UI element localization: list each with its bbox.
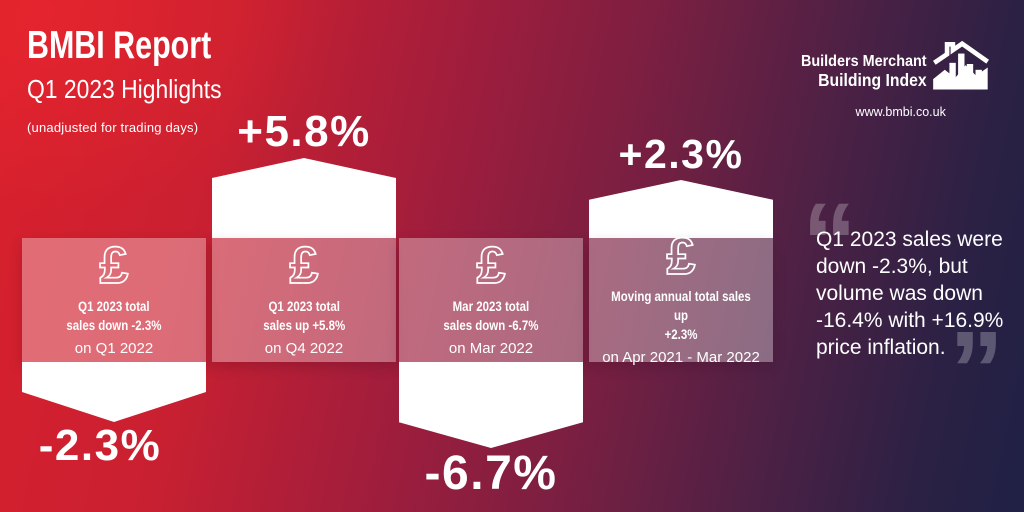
pound-icon: £ <box>289 237 320 296</box>
house-barchart-icon <box>933 40 990 90</box>
stat-description: Moving annual total sales up +2.3% <box>611 288 751 343</box>
logo-text: Builders Merchant Building Index <box>801 53 927 92</box>
up-arrow-icon <box>212 158 396 238</box>
pound-icon: £ <box>99 237 130 296</box>
header: BMBI Report Q1 2023 Highlights (unadjust… <box>27 24 263 136</box>
stat-description: Q1 2023 total sales down -2.3% <box>66 298 162 333</box>
quote-block: “ Q1 2023 sales were down -2.3%, but vol… <box>794 188 1020 426</box>
stat-moving-annual-total: +2.3% £ Moving annual total sales up +2.… <box>589 0 773 512</box>
stat-panel: £ Moving annual total sales up +2.3% on … <box>589 230 773 366</box>
stat-comparison: on Q1 2022 <box>74 339 154 357</box>
logo-row: Builders Merchant Building Index <box>787 36 990 92</box>
bmbi-logo: Builders Merchant Building Index www.bmb… <box>787 36 990 119</box>
stat-percent: -2.3% <box>38 421 162 470</box>
stat-description: Mar 2023 total sales down -6.7% <box>443 298 539 333</box>
page-subtitle: Q1 2023 Highlights <box>27 73 222 104</box>
stat-comparison: on Mar 2022 <box>448 339 534 357</box>
website-url[interactable]: www.bmbi.co.uk <box>855 105 946 119</box>
stat-q1-2023-vs-q1-2022: £ Q1 2023 total sales down -2.3% on Q1 2… <box>22 0 206 512</box>
stat-mar-2023-vs-mar-2022: £ Mar 2023 total sales down -6.7% on Mar… <box>399 0 583 512</box>
stat-q1-2023-vs-q4-2022: +5.8% £ Q1 2023 total sales up +5.8% on … <box>212 0 396 512</box>
stat-comparison: on Q4 2022 <box>264 339 344 357</box>
down-arrow-icon <box>22 362 206 422</box>
stat-comparison: on Apr 2021 - Mar 2022 <box>602 349 760 367</box>
down-arrow-icon <box>399 362 583 448</box>
close-quote-icon: ” <box>949 309 1004 432</box>
pound-icon: £ <box>476 237 507 296</box>
open-quote-icon: “ <box>802 181 857 304</box>
stat-percent: +2.3% <box>618 131 744 177</box>
logo-line2: Building Index <box>818 69 927 90</box>
pound-icon: £ <box>666 227 697 286</box>
stat-panel: £ Q1 2023 total sales down -2.3% on Q1 2… <box>22 238 206 362</box>
stat-percent: -6.7% <box>424 447 558 500</box>
stat-panel: £ Q1 2023 total sales up +5.8% on Q4 202… <box>212 238 396 362</box>
stat-description: Q1 2023 total sales up +5.8% <box>263 298 345 333</box>
page-title: BMBI Report <box>27 24 212 67</box>
stat-percent: +5.8% <box>237 107 371 156</box>
stat-panel: £ Mar 2023 total sales down -6.7% on Mar… <box>399 238 583 362</box>
logo-line1: Builders Merchant <box>801 53 927 71</box>
quote-text: Q1 2023 sales were down -2.3%, but volum… <box>816 228 1004 359</box>
header-note: (unadjusted for trading days) <box>27 120 199 136</box>
